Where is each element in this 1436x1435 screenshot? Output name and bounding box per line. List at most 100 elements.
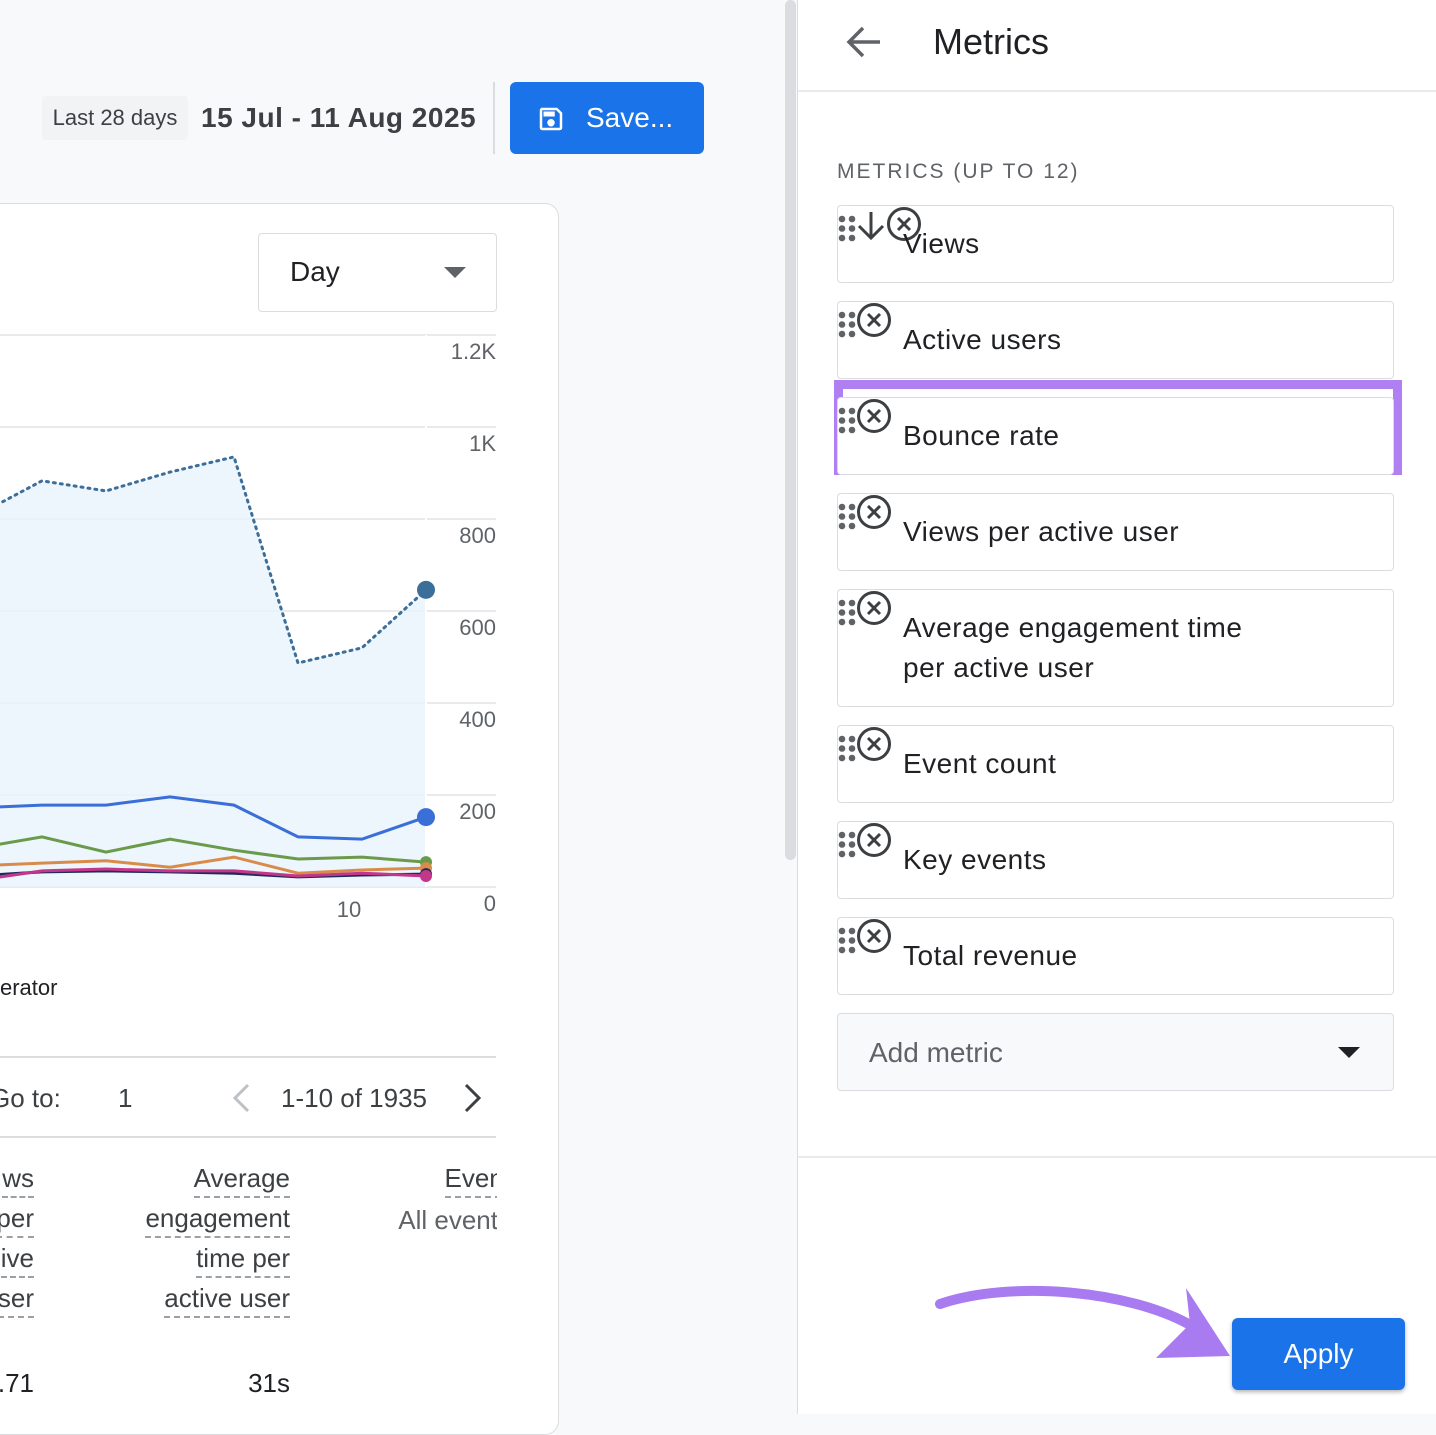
drag-handle: [838, 311, 856, 338]
handle-dot: [838, 609, 846, 616]
metric-item[interactable]: Active users: [837, 301, 1394, 379]
metrics-panel: Metrics METRICS (UP TO 12) Views Active u…: [797, 0, 1436, 1414]
handle-dot: [848, 831, 856, 839]
remove-button[interactable]: [856, 726, 892, 762]
panel-title: Metrics: [933, 21, 1049, 62]
handle-dot: [838, 599, 846, 607]
series-line: [0, 795, 428, 841]
remove-button[interactable]: [856, 918, 892, 954]
series-end-marker: [417, 580, 435, 599]
metric-item[interactable]: Bounce rate: [837, 397, 1394, 475]
column-header: ive: [0, 1240, 34, 1278]
next-page[interactable]: [462, 1083, 484, 1113]
header-line: engagement: [0, 1200, 290, 1240]
column-header: engagement: [145, 1200, 290, 1238]
handle-dot: [848, 841, 856, 848]
add-metric-dropdown[interactable]: Add metric: [837, 1013, 1394, 1091]
handle-dot: [848, 927, 856, 935]
remove-button[interactable]: [856, 494, 892, 530]
handle-dot: [838, 522, 846, 530]
back-button[interactable]: [846, 25, 882, 59]
metric-item[interactable]: Views per active user: [837, 493, 1394, 571]
handle-dot: [838, 311, 846, 319]
series-area: [0, 456, 426, 887]
metric-item[interactable]: Average engagement time per active user: [837, 589, 1394, 707]
y-tick-label: 1K: [469, 431, 496, 456]
table-column: Event All events: [111, 1160, 497, 1240]
handle-dot: [838, 841, 846, 848]
handle-dot: [848, 426, 856, 434]
metric-item[interactable]: Total revenue: [837, 917, 1394, 995]
remove-cross: [896, 216, 912, 232]
handle-dot: [848, 330, 856, 338]
series-line: [0, 867, 428, 879]
handle-dot: [838, 503, 846, 511]
metric-item[interactable]: Key events: [837, 821, 1394, 899]
x-tick-label: 10: [337, 897, 361, 922]
metric-list: Views Active users Bounce rate Views per ac…: [798, 0, 1436, 1100]
remove-cross: [866, 504, 882, 520]
cell-value: .71: [0, 1368, 34, 1398]
metric-item[interactable]: Event count: [837, 725, 1394, 803]
handle-dot: [848, 745, 856, 752]
remove-ring: [857, 919, 891, 953]
remove-ring: [887, 207, 921, 241]
column-header: time per: [196, 1240, 290, 1278]
remove-cross: [866, 600, 882, 616]
handle-dot: [838, 754, 846, 762]
granularity-dropdown[interactable]: Day: [258, 233, 497, 312]
metric-label: Event count: [903, 748, 1057, 779]
remove-ring: [857, 727, 891, 761]
y-tick-label: 400: [459, 707, 496, 732]
handle-dot: [838, 417, 846, 424]
remove-button[interactable]: [856, 822, 892, 858]
handle-dot: [838, 831, 846, 839]
handle-dot: [838, 618, 846, 626]
handle-dot: [848, 503, 856, 511]
date-preset[interactable]: Last 28 days: [42, 96, 188, 140]
save-button[interactable]: Save...: [510, 82, 704, 154]
dropdown-caret: [444, 267, 466, 278]
table-column: ws per ive ser: [0, 1160, 34, 1320]
remove-cross: [866, 832, 882, 848]
remove-button[interactable]: [856, 398, 892, 434]
page-input[interactable]: 1: [118, 1083, 133, 1113]
metric-label: Views per active user: [903, 516, 1180, 547]
y-tick-label: 200: [459, 799, 496, 824]
remove-button[interactable]: [856, 590, 892, 626]
header-line: ive: [0, 1240, 34, 1280]
remove-ring: [857, 823, 891, 857]
metric-label: Total revenue: [903, 940, 1078, 971]
metric-label: Views: [903, 228, 980, 259]
goto-label: Go to:: [0, 1083, 61, 1113]
remove-ring: [857, 495, 891, 529]
y-tick-label: 1.2K: [451, 339, 497, 364]
add-metric-label: Add metric: [869, 1037, 1003, 1068]
metric-item[interactable]: Views: [837, 205, 1394, 283]
separator: [798, 1156, 1436, 1158]
handle-dot: [838, 937, 846, 944]
drag-handle: [838, 831, 856, 858]
header-line: per: [0, 1200, 34, 1240]
remove-button[interactable]: [886, 206, 922, 242]
handle-dot: [838, 225, 846, 232]
column-header: Average: [193, 1160, 290, 1198]
metric-label: Average engagement time per active user: [903, 612, 1243, 683]
scrollbar[interactable]: [785, 0, 796, 860]
sort-arrow-path: [857, 212, 885, 241]
apply-button[interactable]: Apply: [1232, 1318, 1405, 1390]
y-tick-label: 0: [484, 891, 496, 916]
date-range[interactable]: 15 Jul - 11 Aug 2025: [201, 102, 477, 133]
prev-page[interactable]: [230, 1083, 252, 1113]
handle-dot: [838, 745, 846, 752]
handle-dot: [838, 850, 846, 858]
dropdown-caret: [1338, 1047, 1360, 1058]
remove-ring: [857, 303, 891, 337]
column-header: active user: [164, 1280, 290, 1318]
callout-arrow: [935, 1285, 1230, 1358]
remove-button[interactable]: [856, 302, 892, 338]
header-line: Event: [111, 1160, 497, 1200]
metric-label: Bounce rate: [903, 420, 1060, 451]
column-header: Event: [444, 1160, 497, 1198]
